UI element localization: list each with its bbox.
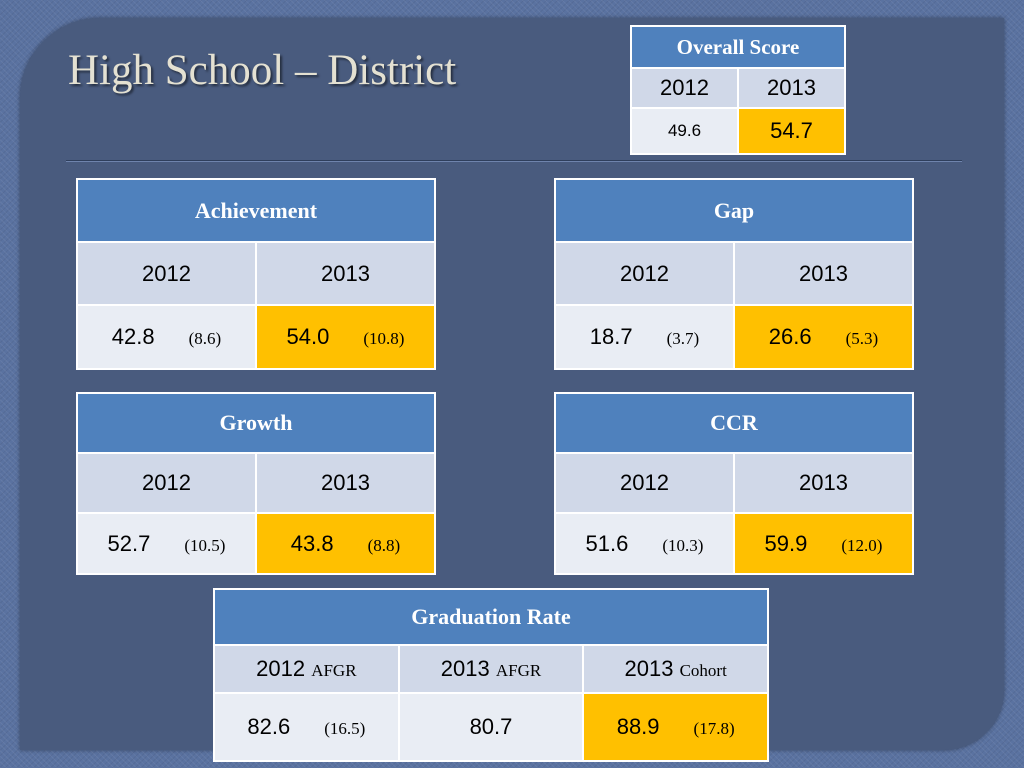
gap-score-2012: 18.7 (589, 324, 633, 349)
graduation-col-1-tag: AFGR (311, 661, 357, 680)
ccr-value-2012: 51.6 (10.3) (554, 512, 735, 575)
graduation-col-2013-afgr: 2013 AFGR (397, 644, 585, 694)
gap-points-2012: (3.7) (666, 329, 700, 348)
title-divider (66, 160, 962, 162)
growth-year-2012: 2012 (76, 452, 257, 514)
gap-points-2013: (5.3) (845, 329, 879, 348)
achievement-value-2012: 42.8 (8.6) (76, 304, 257, 370)
overall-year-2012: 2012 (630, 67, 739, 109)
graduation-col-2-tag: AFGR (495, 661, 542, 680)
achievement-score-2012: 42.8 (111, 324, 155, 349)
ccr-year-2012: 2012 (554, 452, 735, 514)
ccr-table: CCR 2012 2013 51.6 (10.3) 59.9 (12.0) (554, 392, 914, 575)
overall-value-2012: 49.6 (630, 107, 739, 155)
achievement-score-2013: 54.0 (286, 324, 330, 349)
achievement-year-2012: 2012 (76, 241, 257, 306)
graduation-col-3-year: 2013 (624, 656, 674, 681)
overall-value-2013: 54.7 (737, 107, 846, 155)
graduation-col-2-year: 2013 (440, 656, 490, 681)
gap-year-2012: 2012 (554, 241, 735, 306)
graduation-value-2012-afgr: 82.6 (16.5) (213, 692, 400, 762)
gap-value-2012: 18.7 (3.7) (554, 304, 735, 370)
graduation-col-2012-afgr: 2012 AFGR (213, 644, 400, 694)
graduation-rate-table: Graduation Rate 2012 AFGR 2013 AFGR 2013… (213, 588, 769, 762)
graduation-score-1: 82.6 (247, 714, 291, 739)
ccr-points-2012: (10.3) (662, 535, 704, 555)
growth-table: Growth 2012 2013 52.7 (10.5) 43.8 (8.8) (76, 392, 436, 575)
graduation-value-2013-afgr: 80.7 (397, 692, 585, 762)
growth-points-2013: (8.8) (367, 535, 401, 555)
ccr-year-2013: 2013 (733, 452, 914, 514)
gap-value-2013: 26.6 (5.3) (733, 304, 914, 370)
growth-value-2012: 52.7 (10.5) (76, 512, 257, 575)
ccr-value-2013: 59.9 (12.0) (733, 512, 914, 575)
graduation-points-3: (17.8) (693, 719, 735, 738)
growth-value-2013: 43.8 (8.8) (255, 512, 436, 575)
gap-header: Gap (554, 178, 914, 243)
gap-score-2013: 26.6 (768, 324, 812, 349)
graduation-col-2013-cohort: 2013 Cohort (582, 644, 769, 694)
achievement-value-2013: 54.0 (10.8) (255, 304, 436, 370)
overall-year-2013: 2013 (737, 67, 846, 109)
slide-title: High School – District (68, 47, 457, 94)
achievement-points-2013: (10.8) (363, 329, 405, 348)
gap-year-2013: 2013 (733, 241, 914, 306)
ccr-score-2013: 59.9 (764, 530, 808, 556)
growth-year-2013: 2013 (255, 452, 436, 514)
graduation-col-1-year: 2012 (256, 656, 306, 681)
gap-table: Gap 2012 2013 18.7 (3.7) 26.6 (5.3) (554, 178, 914, 370)
overall-score-table: Overall Score 2012 2013 49.6 54.7 (630, 25, 846, 155)
graduation-score-3: 88.9 (616, 714, 660, 739)
growth-score-2012: 52.7 (107, 530, 151, 556)
ccr-points-2013: (12.0) (841, 535, 883, 555)
achievement-year-2013: 2013 (255, 241, 436, 306)
ccr-score-2012: 51.6 (585, 530, 629, 556)
ccr-header: CCR (554, 392, 914, 454)
achievement-points-2012: (8.6) (188, 329, 222, 348)
achievement-header: Achievement (76, 178, 436, 243)
graduation-col-3-tag: Cohort (679, 661, 727, 680)
graduation-score-2: 80.7 (469, 714, 513, 739)
achievement-table: Achievement 2012 2013 42.8 (8.6) 54.0 (10.… (76, 178, 436, 370)
growth-points-2012: (10.5) (184, 535, 226, 555)
graduation-value-2013-cohort: 88.9 (17.8) (582, 692, 769, 762)
overall-score-header: Overall Score (630, 25, 846, 69)
growth-score-2013: 43.8 (290, 530, 334, 556)
graduation-header: Graduation Rate (213, 588, 769, 646)
growth-header: Growth (76, 392, 436, 454)
graduation-points-1: (16.5) (324, 719, 366, 738)
